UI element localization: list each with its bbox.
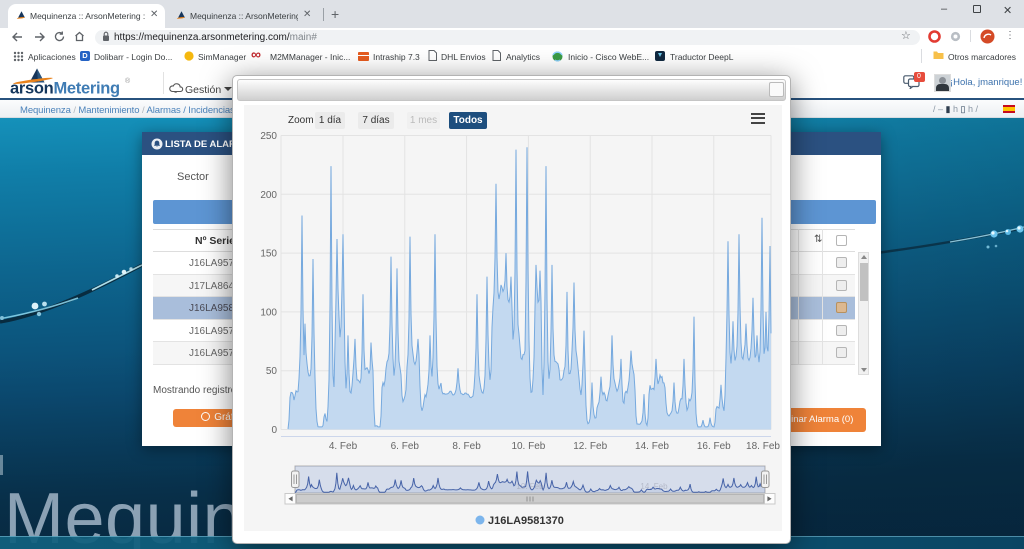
svg-text:14. Feb: 14. Feb bbox=[635, 441, 669, 452]
svg-text:4. Feb: 4. Feb bbox=[329, 441, 358, 452]
svg-text:16. Feb: 16. Feb bbox=[697, 441, 731, 452]
svg-text:12. Feb: 12. Feb bbox=[573, 441, 607, 452]
svg-text:10. Feb: 10. Feb bbox=[516, 482, 544, 491]
svg-text:150: 150 bbox=[260, 248, 277, 259]
svg-text:50: 50 bbox=[266, 366, 278, 377]
svg-text:®: ® bbox=[125, 77, 131, 85]
svg-text:arsonMetering: arsonMetering bbox=[10, 80, 120, 98]
svg-text:14. Feb: 14. Feb bbox=[640, 482, 668, 491]
svg-text:0: 0 bbox=[271, 425, 277, 436]
svg-text:18. Feb: 18. Feb bbox=[746, 441, 780, 452]
svg-text:6. Feb: 6. Feb bbox=[391, 441, 420, 452]
svg-text:8. Feb: 8. Feb bbox=[452, 441, 481, 452]
svg-text:200: 200 bbox=[260, 189, 277, 200]
svg-text:250: 250 bbox=[260, 131, 277, 142]
svg-text:100: 100 bbox=[260, 307, 277, 318]
svg-text:10. Feb: 10. Feb bbox=[511, 441, 545, 452]
svg-text:J16LA9581370: J16LA9581370 bbox=[488, 515, 564, 527]
